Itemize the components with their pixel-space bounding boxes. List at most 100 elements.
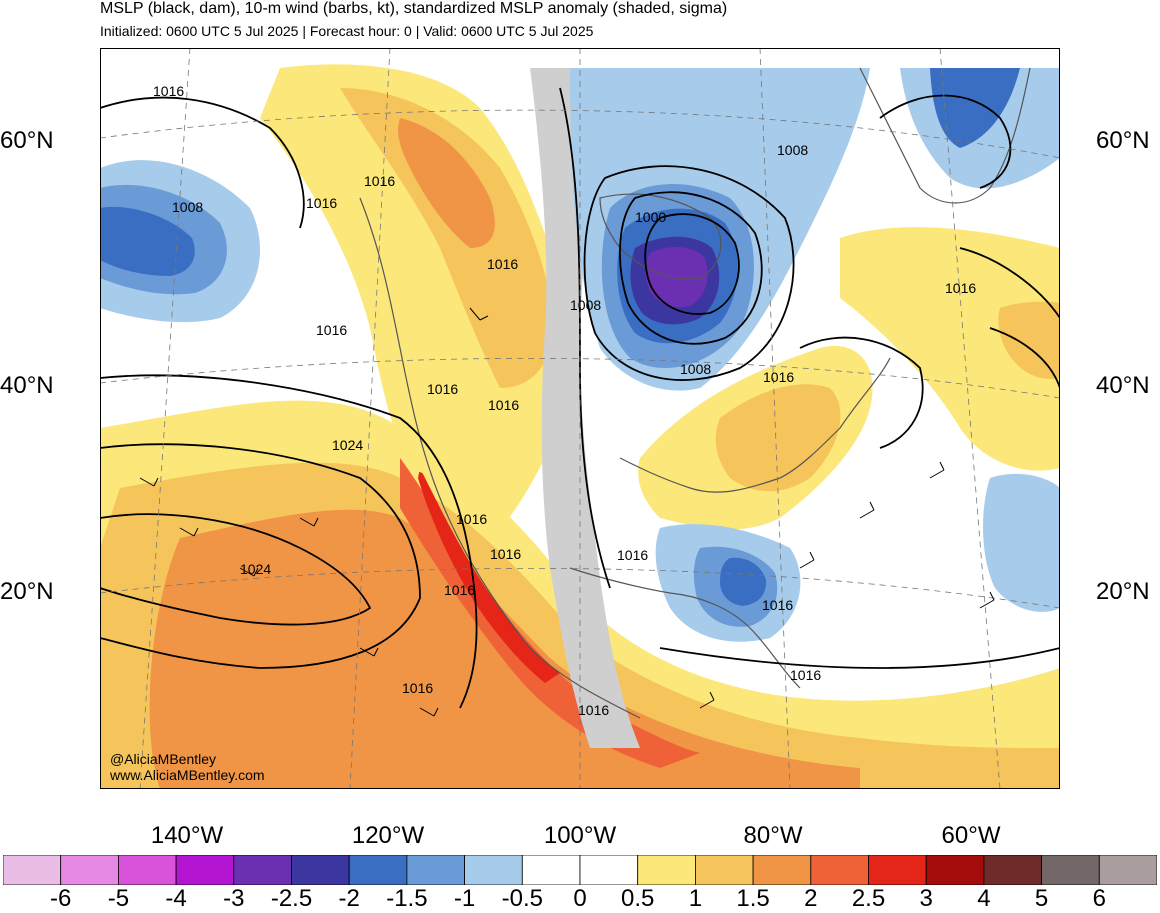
pressure-label: 1016	[790, 667, 821, 683]
map-title: MSLP (black, dam), 10-m wind (barbs, kt)…	[100, 0, 728, 17]
wind-barbs	[139, 307, 995, 717]
colorbar-swatch	[60, 855, 119, 885]
weather-map: 1016 1008 1016 1016 1016 1024 1016 1016 …	[100, 48, 1060, 789]
pressure-label: 1000	[635, 209, 666, 225]
lon-label-120w: 120°W	[351, 822, 425, 849]
east-us-anomaly-15	[715, 384, 841, 492]
east-atlantic-positive-anomaly	[840, 227, 1060, 471]
lon-label-100w: 100°W	[543, 822, 617, 849]
pressure-label: 1008	[680, 361, 711, 377]
hudson-anomaly-3	[645, 246, 708, 308]
colorbar-tick-label: 2	[804, 885, 818, 912]
colorbar-tick-label: 2.5	[851, 885, 886, 912]
colorbar-swatch	[118, 855, 177, 885]
pressure-label: 1016	[153, 83, 184, 99]
wind-barb	[419, 707, 439, 717]
pressure-label: 1016	[402, 680, 433, 696]
pressure-label: 1016	[763, 369, 794, 385]
colorbar-tick-label: -4	[165, 885, 187, 912]
pressure-label: 1016	[617, 547, 648, 563]
northwest-pacific-anomaly-2	[100, 206, 195, 276]
pressure-label: 1016	[456, 511, 487, 527]
west-na-anomaly-2	[398, 118, 495, 248]
map-canvas: 1016 1008 1016 1016 1016 1024 1016 1016 …	[100, 48, 1060, 789]
colorbar-tick-label: -6	[50, 885, 72, 912]
lat-label-40n-left: 40°N	[0, 372, 54, 399]
meridian-140w	[139, 48, 191, 789]
pressure-label: 1016	[578, 702, 609, 718]
wind-barb	[699, 691, 715, 709]
colorbar-tick-label: 5	[1034, 885, 1049, 912]
map-subtitle: Initialized: 0600 UTC 5 Jul 2025 | Forec…	[100, 23, 594, 39]
colorbar-tick-label: -2.5	[270, 885, 313, 912]
lat-label-20n-left: 20°N	[0, 578, 54, 605]
pressure-label: 1008	[777, 142, 808, 158]
isobar-1016-pacific	[100, 374, 478, 709]
wind-barb	[979, 591, 995, 609]
lon-label-80w: 80°W	[743, 822, 803, 849]
pressure-contours	[100, 87, 1060, 709]
pressure-label: 1008	[570, 297, 601, 313]
coast-anomaly-25	[400, 458, 700, 768]
colorbar-swatch	[521, 855, 581, 885]
isobar-1016-north	[100, 96, 305, 229]
lat-label-40n-right: 40°N	[1096, 372, 1150, 399]
colorbar-tick-label: -0.5	[501, 885, 543, 912]
pressure-labels: 1016 1008 1016 1016 1016 1024 1016 1016 …	[153, 83, 976, 718]
meridian-60w	[939, 48, 1001, 789]
colorbar-tick-label: -2	[338, 885, 360, 912]
lon-label-140w: 140°W	[150, 822, 224, 849]
pressure-label: 1016	[490, 546, 521, 562]
colorbar-tick-label: 3	[919, 885, 933, 912]
colorbar-swatch	[406, 855, 465, 885]
colorbar-swatch	[752, 855, 812, 885]
atlantic-negative-anomaly	[983, 473, 1060, 612]
meridian-80w	[759, 48, 791, 789]
isobar-1024-pacific	[100, 513, 372, 626]
east-atlantic-anomaly-15	[998, 301, 1060, 379]
isobar-1008-greenland	[879, 94, 1012, 189]
pressure-label: 1016	[762, 597, 793, 613]
lat-label-20n-right: 20°N	[1096, 578, 1150, 605]
parallel-20n	[100, 567, 1060, 609]
map-frame	[100, 48, 1060, 789]
colorbar-swatch	[868, 855, 927, 885]
wind-barb	[359, 647, 379, 657]
colorbar-tick-label: 4	[977, 885, 991, 912]
colorbar-swatch	[810, 855, 869, 885]
parallel-60n	[100, 109, 1060, 159]
colorbar-swatch	[3, 855, 62, 885]
west-na-anomaly-15	[340, 88, 555, 388]
credit-handle: @AliciaMBentley	[110, 751, 217, 767]
colorbar-tick-label: -5	[107, 885, 130, 912]
colorbar-swatch	[175, 855, 235, 885]
colorbar-swatch	[291, 855, 350, 885]
pressure-label: 1016	[306, 195, 337, 211]
east-coast-line	[619, 357, 891, 493]
pressure-label: 1016	[487, 256, 518, 272]
colorbar-swatch	[1041, 855, 1100, 885]
wind-barb	[179, 527, 199, 537]
hudson-bay-line	[599, 193, 722, 280]
pressure-label: 1016	[364, 173, 395, 189]
colorbar-swatch	[464, 855, 523, 885]
pressure-label: 1024	[332, 437, 363, 453]
wind-barb	[139, 477, 159, 487]
west-coast-line	[359, 197, 641, 719]
isobar-1016-east	[799, 336, 924, 449]
isobar-1020-pacific	[100, 443, 421, 669]
colorbar-tick-label: 1	[688, 885, 703, 912]
wind-barb	[799, 551, 815, 569]
gulf-anomaly-2	[720, 557, 767, 606]
colorbar-swatch	[637, 855, 696, 885]
colorbar	[3, 855, 1157, 885]
pressure-label: 1016	[444, 582, 475, 598]
greenland-anomaly-2	[930, 68, 1020, 148]
colorbar-tick-label: -1.5	[386, 885, 428, 912]
meridian-120w	[349, 48, 391, 789]
isobar-1000-low	[644, 213, 740, 315]
colorbar-tick-label: 0.5	[621, 885, 655, 912]
parallel-40n	[100, 357, 1060, 399]
pressure-label: 1016	[316, 322, 347, 338]
isobar-1008-low	[583, 165, 795, 381]
